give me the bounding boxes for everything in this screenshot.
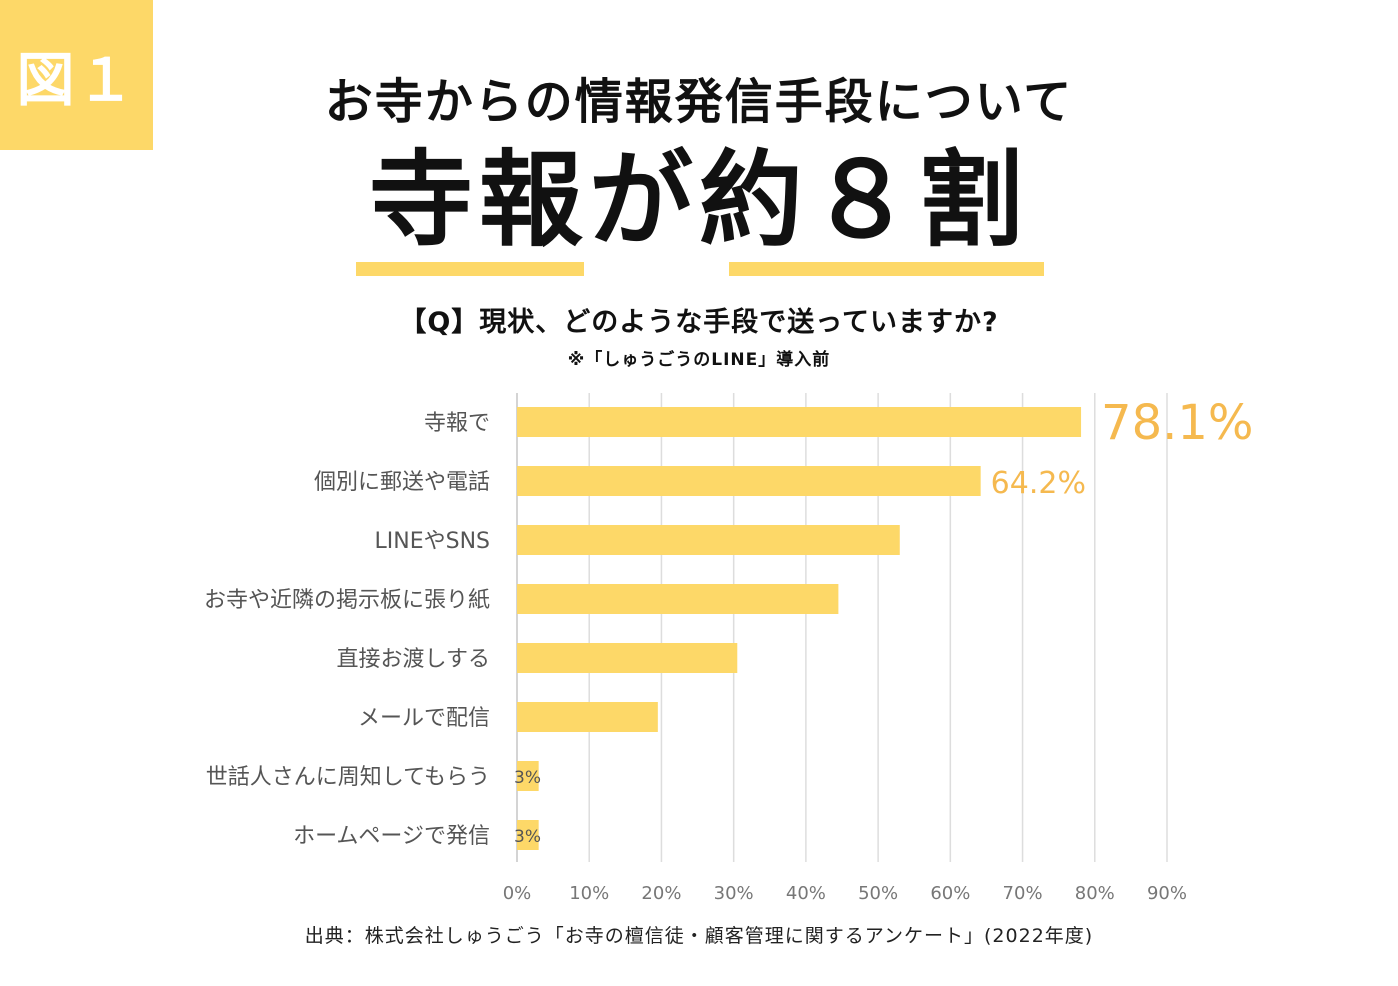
headline-underline-right: [729, 262, 1044, 276]
data-label: 3%: [514, 827, 541, 847]
source-citation: 出典：株式会社しゅうごう「お寺の檀信徒・顧客管理に関するアンケート」(2022年…: [304, 925, 1094, 947]
category-label: 個別に郵送や電話: [314, 470, 490, 495]
x-tick-label: 40%: [786, 883, 826, 904]
data-label: 3%: [514, 768, 541, 788]
bar: [517, 820, 539, 850]
x-tick-label: 30%: [714, 883, 754, 904]
x-tick-label: 90%: [1147, 883, 1187, 904]
x-tick-label: 80%: [1075, 883, 1115, 904]
category-label: メールで配信: [358, 706, 490, 731]
bar: [517, 407, 1082, 437]
figure-badge-label: 図１: [16, 46, 137, 114]
category-label: 世話人さんに周知してもらう: [206, 765, 490, 790]
figure-badge: 図１: [0, 0, 153, 150]
x-tick-label: 10%: [569, 883, 609, 904]
bar: [517, 584, 839, 614]
bar: [517, 466, 981, 496]
page-title: お寺からの情報発信手段について: [324, 74, 1074, 130]
category-label: 直接お渡しする: [336, 647, 490, 672]
data-label: 78.1%: [1101, 395, 1253, 451]
survey-question: 【Q】現状、どのような手段で送っていますか?: [399, 307, 999, 338]
bar: [517, 525, 900, 555]
x-tick-label: 0%: [503, 883, 532, 904]
category-label: LINEやSNS: [375, 529, 491, 554]
x-tick-label: 50%: [858, 883, 898, 904]
data-label: 64.2%: [991, 466, 1086, 501]
bar: [517, 643, 738, 673]
bar: [517, 761, 539, 791]
category-label: お寺や近隣の掲示板に張り紙: [204, 588, 490, 613]
x-tick-label: 70%: [1003, 883, 1043, 904]
category-label: 寺報で: [424, 411, 490, 436]
headline: 寺報が約８割: [368, 139, 1029, 261]
headline-underline-left: [356, 262, 584, 276]
x-tick-label: 20%: [641, 883, 681, 904]
survey-note: ※「しゅうごうのLINE」導入前: [567, 350, 831, 370]
category-label: ホームページで発信: [293, 824, 490, 849]
bar: [517, 702, 658, 732]
x-tick-label: 60%: [930, 883, 970, 904]
